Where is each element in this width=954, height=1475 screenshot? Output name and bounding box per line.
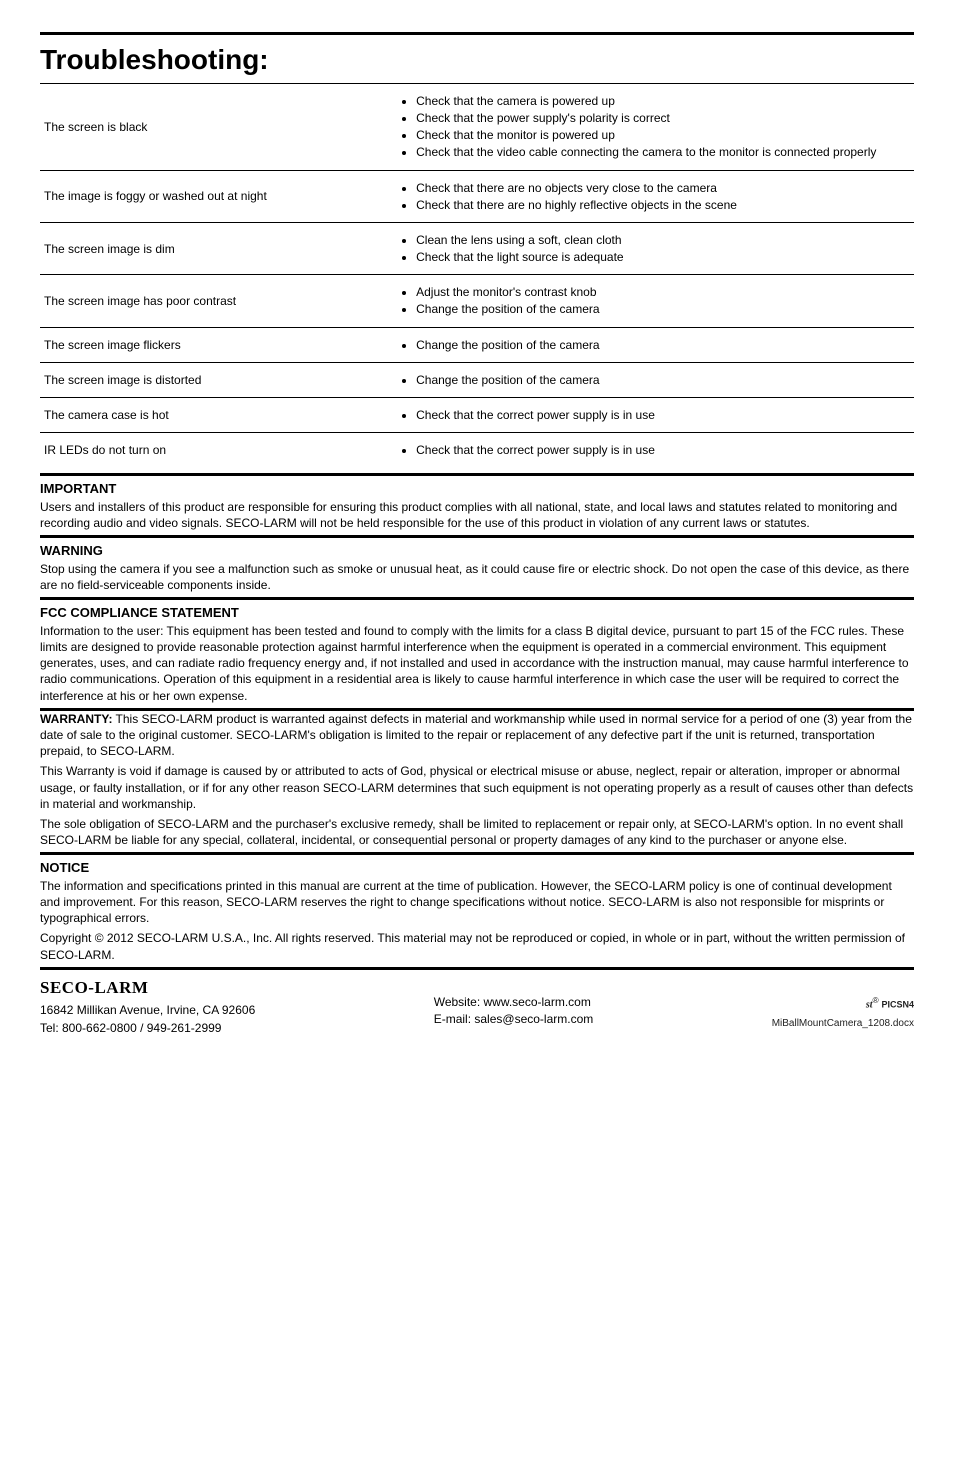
warranty-p3: The sole obligation of SECO-LARM and the…	[40, 816, 914, 848]
section-rule	[40, 535, 914, 538]
section-rule	[40, 967, 914, 970]
issue-cell: The screen image has poor contrast	[40, 275, 372, 327]
fix-cell: Check that there are no objects very clo…	[372, 170, 914, 222]
table-row: The screen is black Check that the camer…	[40, 84, 914, 170]
table-row: The image is foggy or washed out at nigh…	[40, 170, 914, 222]
notice-p2: Copyright © 2012 SECO-LARM U.S.A., Inc. …	[40, 930, 914, 962]
troubleshooting-body: The screen is black Check that the camer…	[40, 84, 914, 468]
footer-right: st® PICSN4 MiBallMountCamera_1208.docx	[772, 976, 914, 1037]
warranty-p2: This Warranty is void if damage is cause…	[40, 763, 914, 812]
notice-p1: The information and specifications print…	[40, 878, 914, 927]
fix-list: Check that the correct power supply is i…	[376, 407, 910, 423]
table-row: IR LEDs do not turn on Check that the co…	[40, 433, 914, 468]
fix-item: Check that the light source is adequate	[416, 249, 910, 265]
footer-filename: MiBallMountCamera_1208.docx	[772, 1017, 914, 1032]
table-row: The screen image has poor contrast Adjus…	[40, 275, 914, 327]
footer: SECO-LARM 16842 Millikan Avenue, Irvine,…	[40, 976, 914, 1037]
fix-item: Change the position of the camera	[416, 372, 910, 388]
fix-item: Check that the correct power supply is i…	[416, 442, 910, 458]
fix-item: Check that the power supply's polarity i…	[416, 110, 910, 126]
fix-item: Change the position of the camera	[416, 337, 910, 353]
fix-cell: Change the position of the camera	[372, 327, 914, 362]
footer-address: 16842 Millikan Avenue, Irvine, CA 92606	[40, 1002, 255, 1019]
footer-phones: Tel: 800-662-0800 / 949-261-2999	[40, 1020, 255, 1037]
issue-cell: The screen is black	[40, 84, 372, 170]
issue-cell: The screen image is dim	[40, 222, 372, 274]
important-body: Users and installers of this product are…	[40, 499, 914, 531]
fix-item: Adjust the monitor's contrast knob	[416, 284, 910, 300]
fix-item: Change the position of the camera	[416, 301, 910, 317]
fix-cell: Check that the correct power supply is i…	[372, 433, 914, 468]
fix-cell: Adjust the monitor's contrast knob Chang…	[372, 275, 914, 327]
table-row: The screen image is dim Clean the lens u…	[40, 222, 914, 274]
page-title: Troubleshooting:	[40, 41, 914, 79]
issue-cell: IR LEDs do not turn on	[40, 433, 372, 468]
fix-item: Check that there are no objects very clo…	[416, 180, 910, 196]
fcc-heading: FCC COMPLIANCE STATEMENT	[40, 604, 914, 622]
warning-body: Stop using the camera if you see a malfu…	[40, 561, 914, 593]
warranty-p1-text: This SECO-LARM product is warranted agai…	[40, 712, 912, 758]
footer-center: Website: www.seco-larm.com E-mail: sales…	[434, 976, 594, 1037]
fix-cell: Check that the correct power supply is i…	[372, 398, 914, 433]
notice-heading: NOTICE	[40, 859, 914, 877]
fix-cell: Clean the lens using a soft, clean cloth…	[372, 222, 914, 274]
issue-cell: The image is foggy or washed out at nigh…	[40, 170, 372, 222]
fix-item: Check that the video cable connecting th…	[416, 144, 910, 160]
issue-cell: The camera case is hot	[40, 398, 372, 433]
issue-cell: The screen image flickers	[40, 327, 372, 362]
important-heading: IMPORTANT	[40, 480, 914, 498]
warranty-p1: WARRANTY: This SECO-LARM product is warr…	[40, 711, 914, 760]
top-rule	[40, 32, 914, 35]
issue-cell: The screen image is distorted	[40, 362, 372, 397]
brand-name: SECO-LARM	[40, 976, 255, 1001]
fix-list: Check that there are no objects very clo…	[376, 180, 910, 213]
fix-item: Check that there are no highly reflectiv…	[416, 197, 910, 213]
warning-heading: WARNING	[40, 542, 914, 560]
troubleshooting-table: The screen is black Check that the camer…	[40, 84, 914, 468]
section-rule	[40, 473, 914, 476]
fix-list: Adjust the monitor's contrast knob Chang…	[376, 284, 910, 317]
footer-cert: st® PICSN4	[772, 994, 914, 1013]
footer-left: SECO-LARM 16842 Millikan Avenue, Irvine,…	[40, 976, 255, 1037]
footer-email: E-mail: sales@seco-larm.com	[434, 1011, 594, 1028]
fix-item: Check that the correct power supply is i…	[416, 407, 910, 423]
fix-list: Check that the camera is powered up Chec…	[376, 93, 910, 161]
fix-list: Change the position of the camera	[376, 372, 910, 388]
footer-cert-code: PICSN4	[881, 999, 914, 1009]
table-row: The camera case is hot Check that the co…	[40, 398, 914, 433]
fix-item: Check that the camera is powered up	[416, 93, 910, 109]
fix-item: Check that the monitor is powered up	[416, 127, 910, 143]
table-row: The screen image flickers Change the pos…	[40, 327, 914, 362]
section-rule	[40, 597, 914, 600]
fcc-body: Information to the user: This equipment …	[40, 623, 914, 704]
fix-item: Clean the lens using a soft, clean cloth	[416, 232, 910, 248]
table-row: The screen image is distorted Change the…	[40, 362, 914, 397]
footer-website: Website: www.seco-larm.com	[434, 994, 594, 1011]
cert-logo-icon: st	[866, 999, 873, 1010]
warranty-heading: WARRANTY:	[40, 712, 112, 726]
section-rule	[40, 852, 914, 855]
fix-list: Change the position of the camera	[376, 337, 910, 353]
fix-cell: Check that the camera is powered up Chec…	[372, 84, 914, 170]
fix-list: Check that the correct power supply is i…	[376, 442, 910, 458]
fix-list: Clean the lens using a soft, clean cloth…	[376, 232, 910, 265]
fix-cell: Change the position of the camera	[372, 362, 914, 397]
